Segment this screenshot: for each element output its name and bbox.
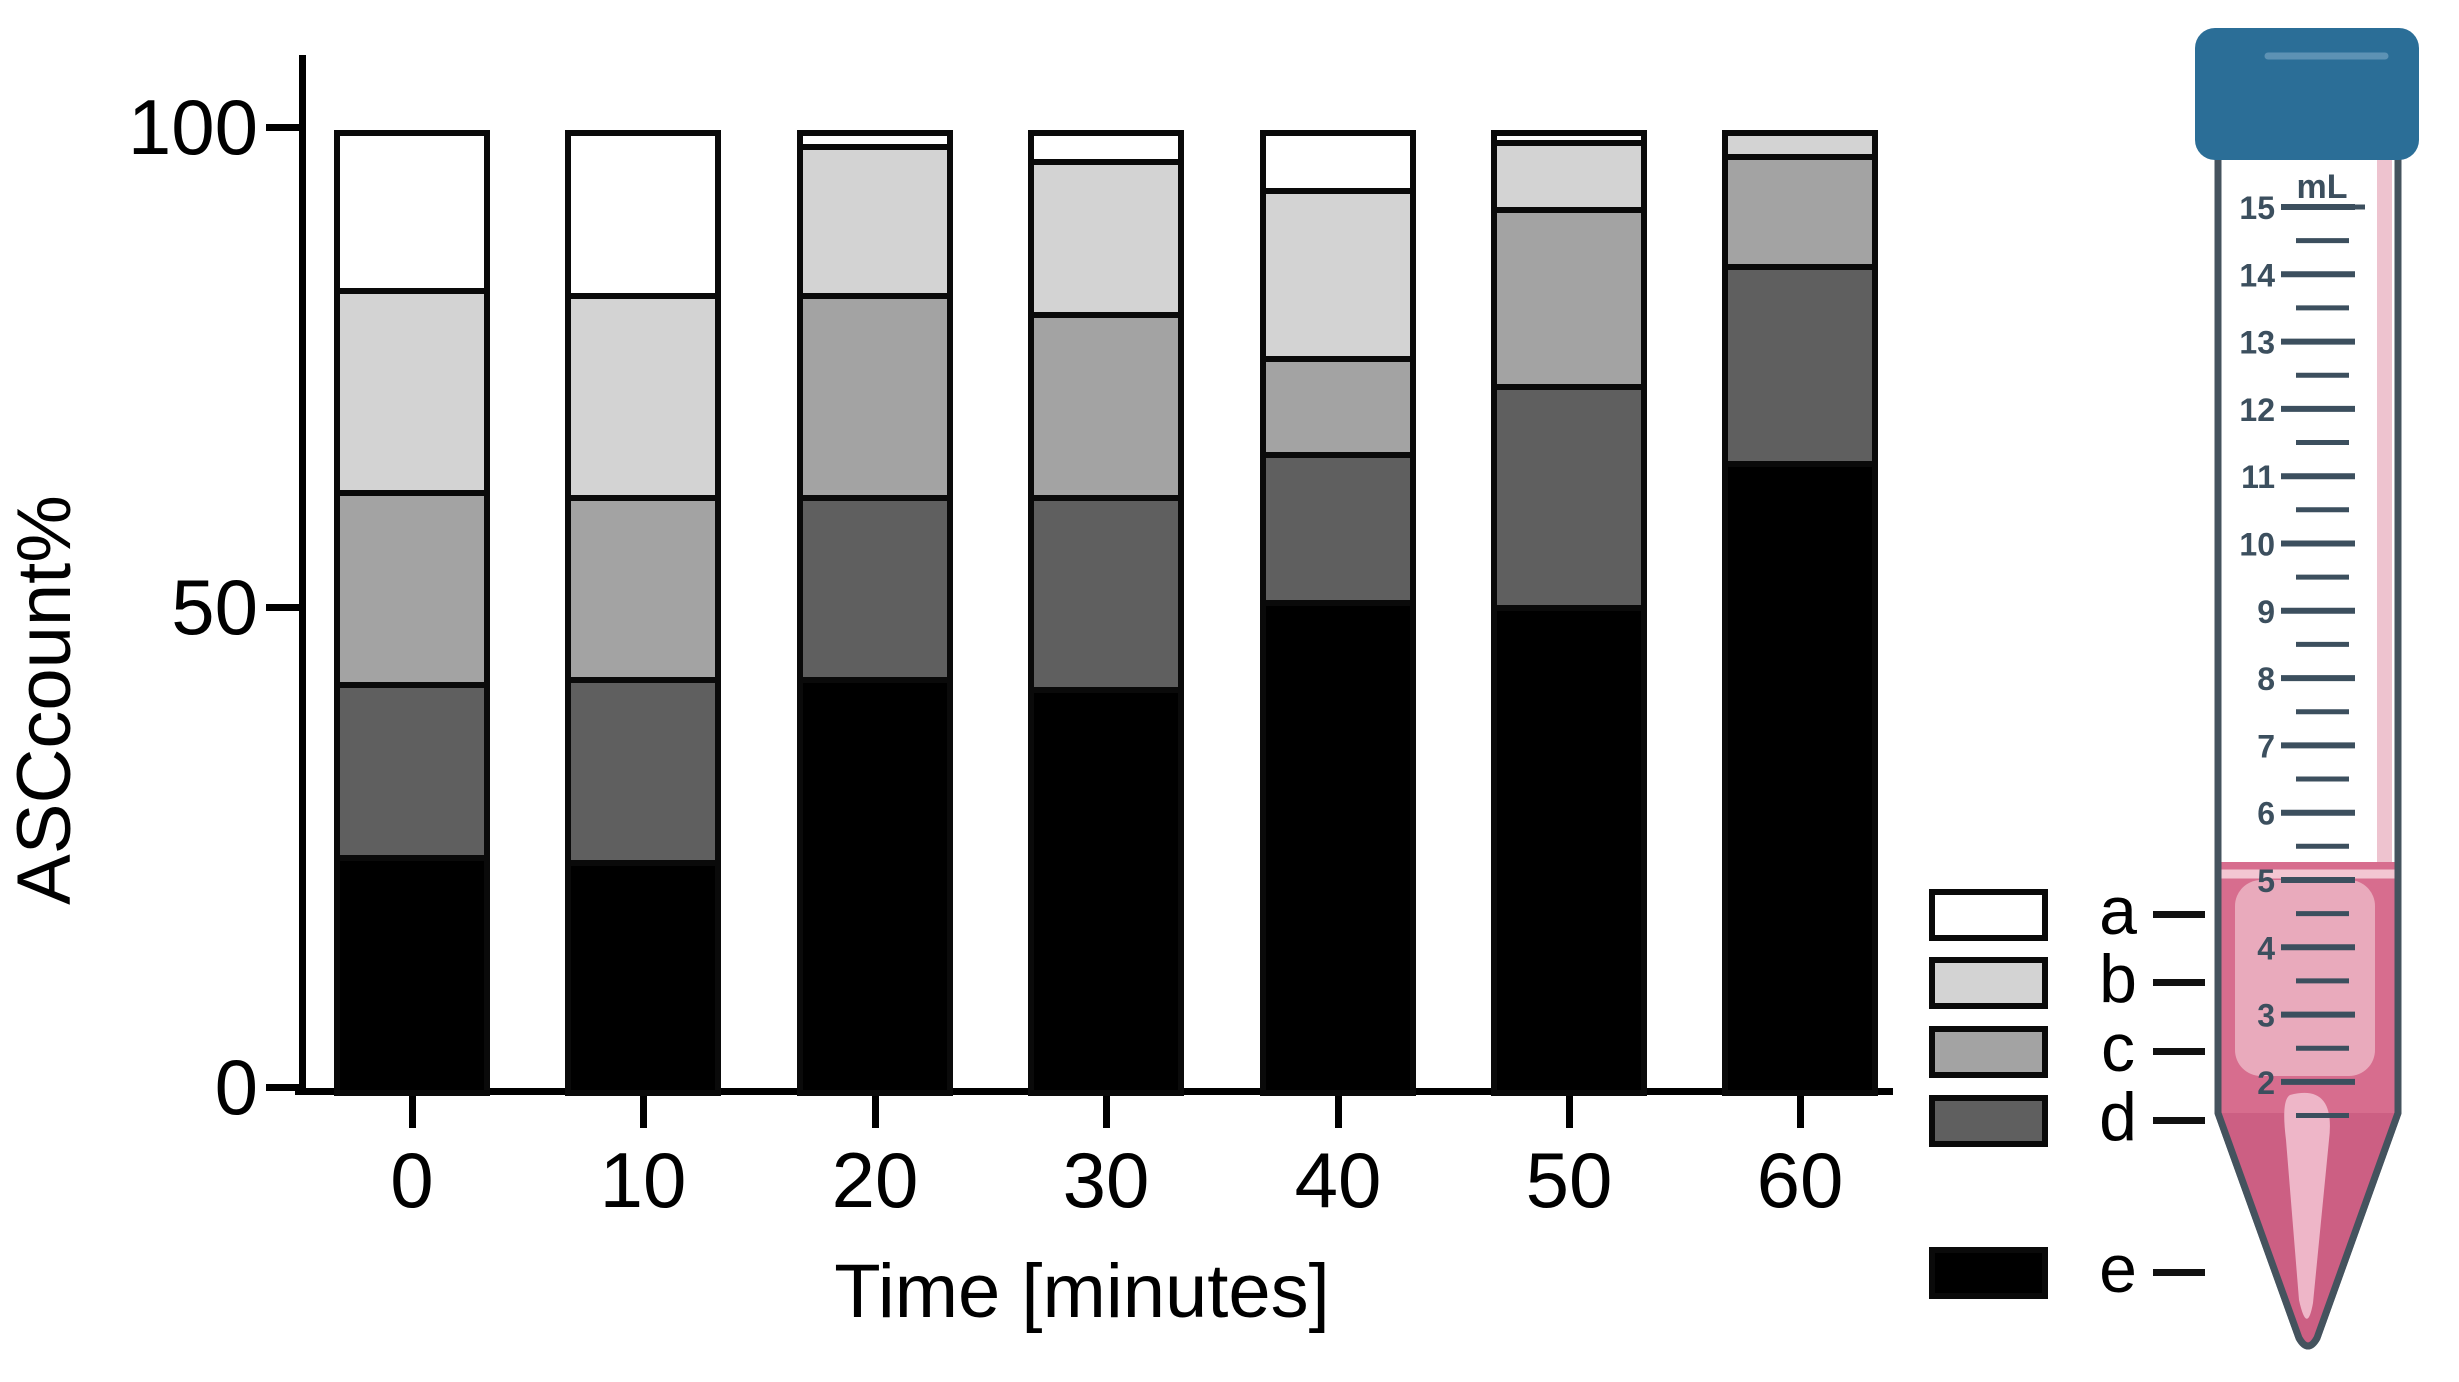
tube-scale-number-5: 5: [2257, 863, 2275, 899]
tube-scale-number-13: 13: [2239, 325, 2275, 361]
bar-segment-a-t20: [797, 130, 953, 151]
bar-segment-b-t10: [565, 293, 721, 501]
y-tick-label: 0: [214, 1043, 258, 1131]
bar-segment-b-t40: [1260, 187, 1416, 362]
bar-segment-c-t50: [1491, 206, 1647, 391]
tube-scale-number-11: 11: [2241, 459, 2275, 495]
bar-segment-a-t40: [1260, 130, 1416, 194]
bar-segment-a-t10: [565, 130, 721, 300]
legend-leader-dash-e: [2153, 1269, 2205, 1276]
y-tick-mark: [266, 604, 303, 611]
tube-scale-number-10: 10: [2239, 527, 2275, 563]
x-tick-mark: [409, 1091, 416, 1128]
bar-segment-d-t40: [1260, 451, 1416, 607]
bar-segment-c-t20: [797, 293, 953, 501]
tube-scale-number-12: 12: [2239, 392, 2275, 428]
tube-scale-number-8: 8: [2257, 661, 2275, 697]
bar-segment-e-t50: [1491, 605, 1647, 1096]
legend-swatch-d: [1929, 1095, 2048, 1147]
tube-scale-number-7: 7: [2257, 728, 2275, 764]
bar-segment-a-t0: [334, 130, 490, 295]
x-tick-label: 10: [599, 1136, 687, 1224]
x-tick-label: 40: [1294, 1136, 1382, 1224]
legend-swatch-e: [1929, 1247, 2048, 1299]
x-tick-label: 20: [831, 1136, 919, 1224]
x-tick-mark: [1103, 1091, 1110, 1128]
bar-segment-a-t50: [1491, 130, 1647, 146]
legend-leader-dash-b: [2153, 979, 2205, 986]
tube-scale: mL 15 14 13 12 11 10 9 8 7 6 5 4 3 2: [2239, 168, 2365, 1118]
bar-segment-d-t30: [1028, 494, 1184, 693]
x-tick-mark: [1566, 1091, 1573, 1128]
y-tick-mark: [266, 1084, 303, 1091]
bar-segment-c-t0: [334, 490, 490, 688]
bar-segment-c-t10: [565, 494, 721, 684]
bar-segment-d-t60: [1722, 264, 1878, 468]
legend-leader-dash-d: [2153, 1117, 2205, 1124]
y-tick-mark: [266, 124, 303, 131]
tube-scale-number-3: 3: [2257, 998, 2275, 1034]
bar-segment-d-t0: [334, 682, 490, 861]
tube-scale-number-9: 9: [2257, 594, 2275, 630]
cone-highlight: [2284, 1092, 2330, 1319]
x-tick-label: 60: [1756, 1136, 1844, 1224]
tube-scale-number-6: 6: [2257, 796, 2275, 832]
bar-segment-b-t0: [334, 288, 490, 496]
bar-segment-b-t60: [1722, 130, 1878, 160]
tube-scale-number-14: 14: [2239, 257, 2275, 293]
bar-segment-d-t50: [1491, 384, 1647, 612]
legend-label-b: b: [2099, 941, 2137, 1017]
tube-scale-number-4: 4: [2257, 930, 2275, 966]
tube-reflection: [2377, 158, 2392, 864]
bar-segment-c-t60: [1722, 154, 1878, 271]
bar-segment-e-t60: [1722, 461, 1878, 1096]
x-tick-label: 50: [1525, 1136, 1613, 1224]
y-axis-line: [299, 55, 306, 1095]
bar-segment-e-t30: [1028, 686, 1184, 1096]
bar-segment-b-t20: [797, 144, 953, 300]
tube-cap: [2195, 28, 2419, 160]
bar-segment-e-t20: [797, 677, 953, 1096]
y-tick-label: 50: [171, 563, 258, 651]
legend-leader-dash-c: [2153, 1048, 2205, 1055]
legend-label-e: e: [2099, 1231, 2137, 1307]
bar-segment-d-t20: [797, 494, 953, 684]
legend-label-c: c: [2101, 1010, 2135, 1086]
y-tick-label: 100: [127, 83, 258, 171]
tube-scale-number-2: 2: [2257, 1065, 2275, 1101]
bar-segment-b-t30: [1028, 158, 1184, 319]
x-axis-title: Time [minutes]: [834, 1249, 1330, 1334]
tube-scale-number-15: 15: [2239, 190, 2275, 226]
x-tick-mark: [1335, 1091, 1342, 1128]
bar-segment-e-t40: [1260, 600, 1416, 1096]
bar-segment-d-t10: [565, 677, 721, 866]
y-axis-title: ASCcount%: [2, 495, 87, 905]
x-tick-mark: [1797, 1091, 1804, 1128]
x-tick-mark: [872, 1091, 879, 1128]
legend-leader-dash-a: [2153, 911, 2205, 918]
bar-segment-e-t10: [565, 859, 721, 1096]
legend-swatch-b: [1929, 957, 2048, 1009]
legend-swatch-a: [1929, 889, 2048, 941]
bar-segment-c-t30: [1028, 312, 1184, 501]
bar-segment-c-t40: [1260, 355, 1416, 458]
x-tick-label: 30: [1062, 1136, 1150, 1224]
legend-label-d: d: [2099, 1079, 2137, 1155]
legend-swatch-c: [1929, 1026, 2048, 1078]
x-tick-mark: [640, 1091, 647, 1128]
x-tick-label: 0: [390, 1136, 434, 1224]
legend-label-a: a: [2099, 873, 2137, 949]
tube-unit-label: mL: [2297, 168, 2348, 206]
bar-segment-e-t0: [334, 854, 490, 1096]
centrifuge-tube-illustration: mL 15 14 13 12 11 10 9 8 7 6 5 4 3 2: [2195, 28, 2419, 1350]
liquid-inner-panel: [2235, 880, 2375, 1076]
bar-segment-b-t50: [1491, 139, 1647, 213]
bar-segment-a-t30: [1028, 130, 1184, 165]
